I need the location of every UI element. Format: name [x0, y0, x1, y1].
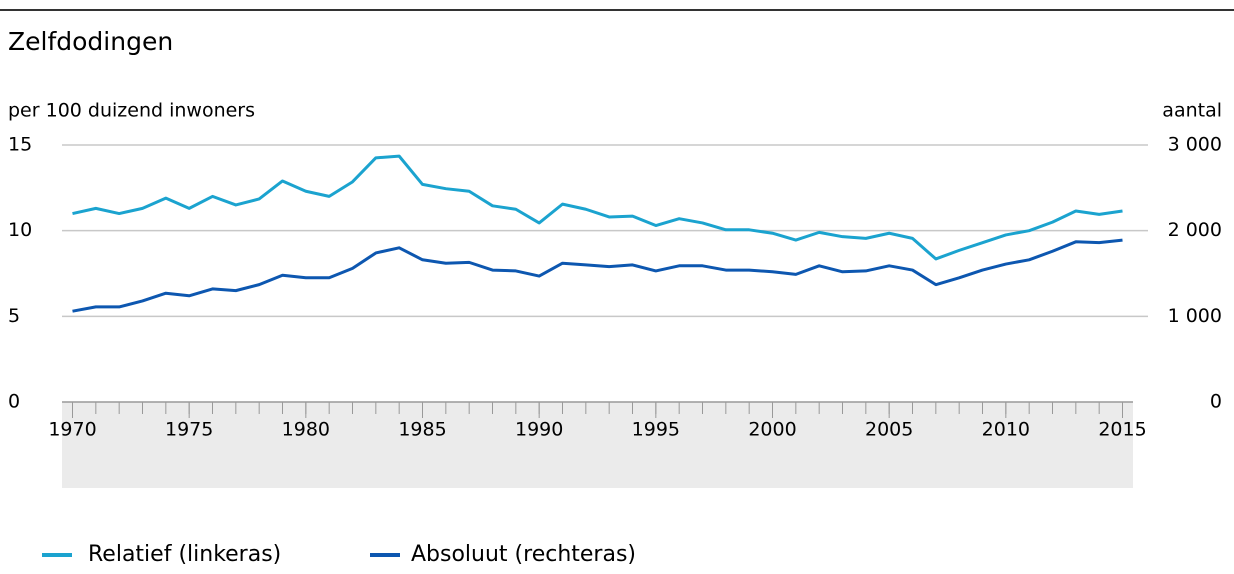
y-axis-title: per 100 duizend inwoners — [8, 100, 255, 122]
x-tick-label: 1975 — [165, 419, 213, 441]
x-tick-label: 1985 — [398, 419, 446, 441]
y2-tick-label: 1 000 — [1168, 305, 1222, 327]
axis-band — [62, 402, 1133, 488]
y-tick-label: 5 — [8, 305, 20, 327]
x-tick-label: 2015 — [1098, 419, 1146, 441]
series-line — [72, 238, 1123, 313]
x-tick-label: 1990 — [515, 419, 563, 441]
x-tick-label: 1970 — [48, 419, 96, 441]
y-tick-label: 0 — [8, 391, 20, 413]
x-tick-label: 2000 — [748, 419, 796, 441]
y2-tick-label: 3 000 — [1168, 134, 1222, 156]
y2-axis-title: aantal — [1162, 100, 1222, 122]
y2-tick-label: 2 000 — [1168, 219, 1222, 241]
chart-title: Zelfdodingen — [8, 27, 173, 56]
x-tick-label: 1980 — [282, 419, 330, 441]
series-line — [72, 154, 1123, 261]
x-tick-label: 2005 — [865, 419, 913, 441]
y-tick-label: 15 — [8, 134, 32, 156]
y2-tick-label: 0 — [1210, 391, 1222, 413]
y-tick-label: 10 — [8, 219, 32, 241]
x-tick-label: 1995 — [632, 419, 680, 441]
x-tick-label: 2010 — [982, 419, 1030, 441]
legend-label: Absoluut (rechteras) — [411, 542, 636, 567]
legend-label: Relatief (linkeras) — [88, 542, 281, 567]
